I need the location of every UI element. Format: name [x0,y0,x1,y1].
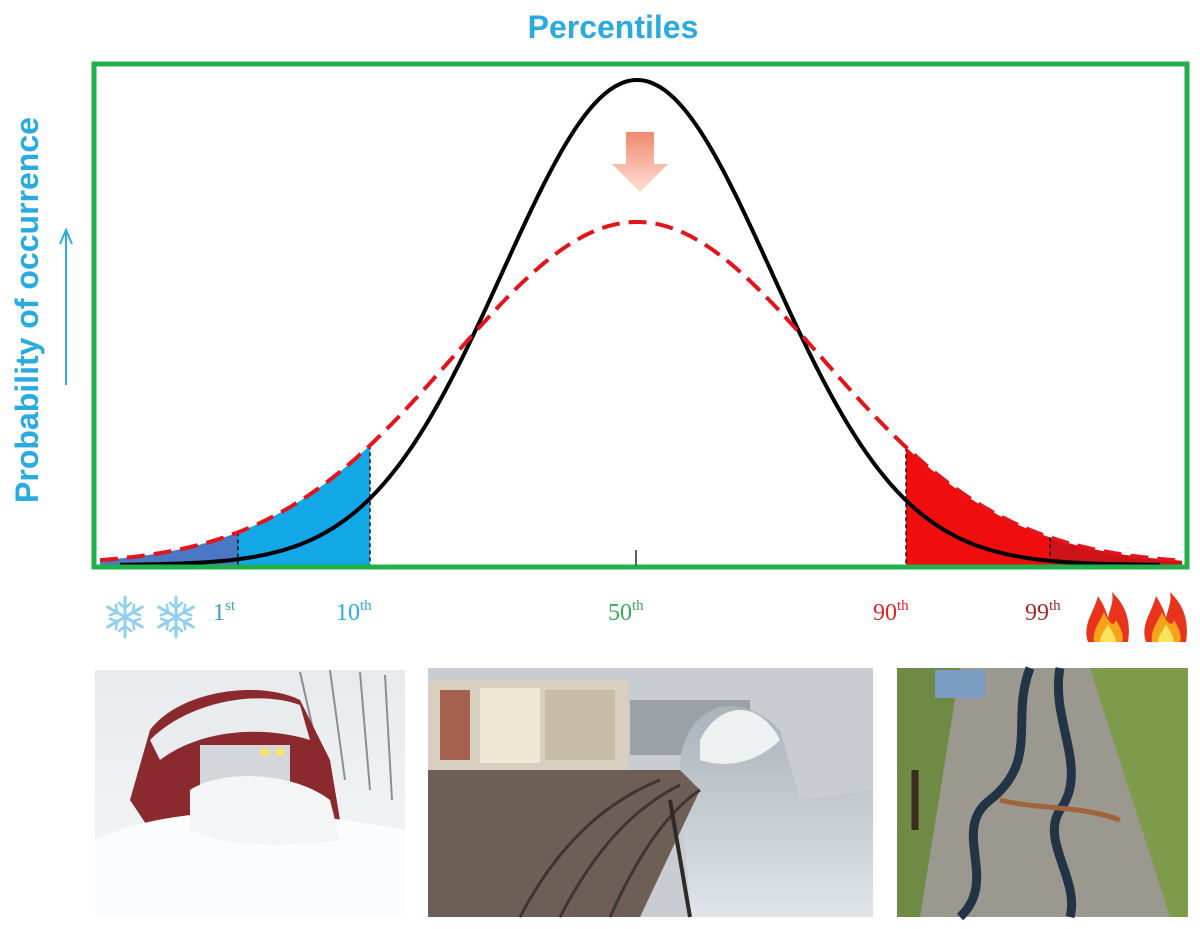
flame-icon [1144,592,1187,642]
title: Percentiles [528,9,699,45]
shift-arrow [612,132,668,192]
y-axis-text: Probability of occurrence [9,117,45,503]
y-arrow-head [59,227,73,245]
photo-snow-train [95,669,405,917]
snowflake-arm [157,615,178,631]
tail-area [906,447,1050,565]
snowflake-arm [174,603,195,619]
percentile-label: 1st [213,598,236,626]
frame [91,61,1190,570]
snowflake-arm [157,603,178,619]
y-axis-label: Probability of occurrence [9,117,73,503]
tail-area [1050,537,1182,565]
future-distribution [99,220,1185,563]
current-distribution [120,78,1161,567]
percentile-label: 50th [608,598,644,626]
snowflake-arm [123,603,144,619]
photo-buckled-rails [897,666,1188,921]
snowflake-arm [106,603,127,619]
percentile-label: 99th [1025,598,1061,626]
labels-row: 1st 10th 50th 90th 99th [106,592,1187,642]
snowflake-arm [123,615,144,631]
plot [99,78,1185,567]
snowflake-arm [168,595,184,619]
percentile-label: 90th [873,598,909,626]
photo-storm-railway [428,668,873,918]
snowflake-icon [157,595,195,639]
snowflake-arm [168,615,184,639]
snowflake-arm [174,615,195,631]
snowflake-arm [117,615,133,639]
percentile-label: 10th [336,598,372,626]
snowflake-arm [106,615,127,631]
flame-icon [1086,592,1129,642]
snowflake-icon [106,595,144,639]
snowflake-arm [117,595,133,619]
